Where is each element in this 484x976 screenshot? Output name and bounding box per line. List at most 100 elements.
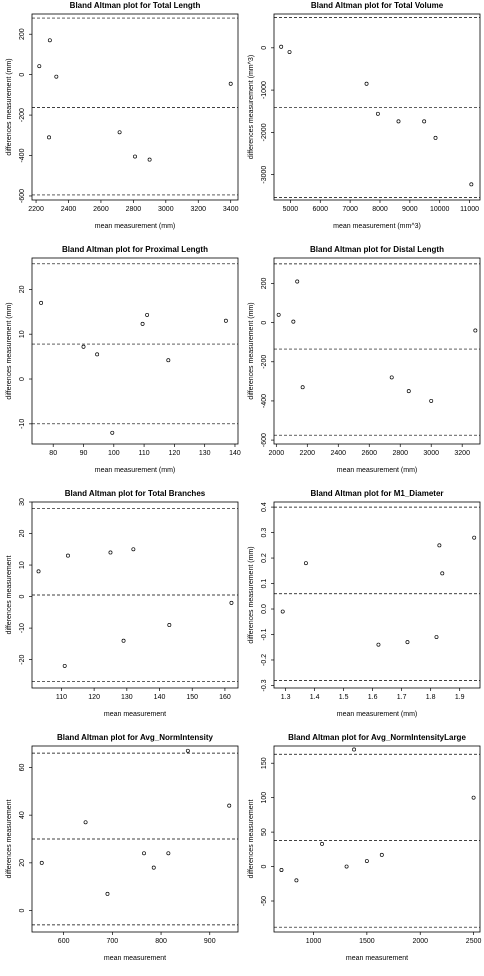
data-point <box>352 747 357 752</box>
data-point <box>280 609 285 614</box>
y-tick-label: 0 <box>19 595 26 599</box>
y-tick-label: 0 <box>19 377 26 381</box>
x-tick-label: 1.8 <box>426 694 436 701</box>
x-tick-label: 120 <box>88 694 100 701</box>
y-tick-label: -0.1 <box>261 628 268 640</box>
y-tick-label: 0 <box>261 46 268 50</box>
x-tick-label: 100 <box>108 450 120 457</box>
data-point <box>142 851 146 856</box>
y-axis-label: differences measurement (mm) <box>6 58 13 155</box>
data-point <box>145 312 150 317</box>
y-tick-label: 20 <box>19 530 26 538</box>
data-point <box>473 328 478 333</box>
data-point <box>133 154 137 159</box>
x-tick-label: 6000 <box>312 206 328 213</box>
data-point <box>422 119 427 124</box>
plot-frame <box>31 13 239 201</box>
plot-frame <box>273 501 481 689</box>
data-point <box>405 640 410 645</box>
x-tick-label: 2800 <box>126 206 142 213</box>
data-point <box>471 795 476 800</box>
y-tick-label: 10 <box>19 330 26 338</box>
data-point <box>62 663 67 668</box>
chart-title: Bland Altman plot for Proximal Length <box>62 245 208 254</box>
plot-frame <box>273 257 481 445</box>
data-point <box>147 157 152 162</box>
data-point <box>434 635 439 639</box>
plot-frame <box>273 745 481 933</box>
data-point <box>320 841 324 846</box>
y-tick-label: -200 <box>261 355 268 369</box>
y-tick-label: 0 <box>19 73 26 77</box>
x-tick-label: 9000 <box>402 206 418 213</box>
y-tick-label: -0.2 <box>261 654 268 666</box>
data-point <box>376 642 381 647</box>
chart-panel: Bland Altman plot for Proximal Length 80 9… <box>6 245 241 474</box>
data-point <box>389 375 394 380</box>
x-tick-label: 2400 <box>61 206 77 213</box>
data-point <box>121 638 126 643</box>
y-tick-label: 20 <box>19 285 26 293</box>
data-point <box>140 321 145 326</box>
x-tick-label: 3400 <box>223 206 239 213</box>
data-point <box>279 868 284 872</box>
y-tick-label: 0 <box>261 865 268 869</box>
y-axis-label: differences measurement (mm) <box>248 302 255 399</box>
y-tick-label: 200 <box>19 28 26 40</box>
chart-title: Bland Altman plot for Total Volume <box>311 1 444 10</box>
x-tick-label: 1.5 <box>339 694 349 701</box>
y-tick-label: 100 <box>261 792 268 804</box>
data-point <box>66 553 70 558</box>
x-tick-label: 600 <box>58 938 70 945</box>
data-point <box>379 852 384 857</box>
y-axis-label: differences measurement <box>6 800 13 879</box>
x-tick-label: 80 <box>49 450 57 457</box>
x-tick-label: 2500 <box>466 938 482 945</box>
x-tick-label: 2600 <box>93 206 109 213</box>
data-point <box>117 130 122 135</box>
x-tick-label: 900 <box>204 938 216 945</box>
y-tick-label: 0.4 <box>261 502 268 512</box>
data-point <box>151 865 156 870</box>
plot-frame <box>31 257 239 445</box>
y-axis-label: differences measurement <box>6 556 13 635</box>
y-tick-label: 200 <box>261 278 268 290</box>
x-tick-label: 90 <box>80 450 88 457</box>
data-point <box>37 64 42 69</box>
data-point <box>229 600 234 605</box>
data-point <box>131 547 136 552</box>
data-point <box>110 430 115 435</box>
chart-title: Bland Altman plot for Distal Length <box>310 245 444 254</box>
y-axis-label: differences measurement <box>248 800 255 879</box>
x-axis-label: mean measurement <box>104 711 166 718</box>
y-tick-label: -1000 <box>261 81 268 99</box>
x-tick-label: 160 <box>219 694 231 701</box>
x-tick-label: 3200 <box>454 450 470 457</box>
data-point <box>108 550 113 555</box>
x-tick-label: 150 <box>186 694 198 701</box>
data-point <box>364 859 369 863</box>
data-point <box>105 891 110 896</box>
x-tick-label: 2800 <box>392 450 408 457</box>
chart-title: Bland Altman plot for Avg_NormIntensity <box>57 733 214 742</box>
y-tick-label: -600 <box>19 189 26 203</box>
data-point <box>228 81 233 86</box>
data-point <box>185 748 190 753</box>
x-axis-label: mean measurement (mm) <box>337 467 418 474</box>
x-tick-label: 2400 <box>330 450 346 457</box>
data-point <box>47 135 51 140</box>
y-tick-label: 0.2 <box>261 553 268 563</box>
x-tick-label: 140 <box>229 450 241 457</box>
x-tick-label: 130 <box>121 694 133 701</box>
data-point <box>294 878 299 883</box>
x-tick-label: 1000 <box>306 938 322 945</box>
chart-title: Bland Altman plot for M1_Diameter <box>310 489 443 498</box>
y-tick-label: -10 <box>19 623 26 633</box>
data-point <box>375 111 380 116</box>
x-tick-label: 5000 <box>283 206 299 213</box>
x-tick-label: 1.9 <box>455 694 465 701</box>
data-point <box>295 279 300 284</box>
data-point <box>166 358 171 363</box>
